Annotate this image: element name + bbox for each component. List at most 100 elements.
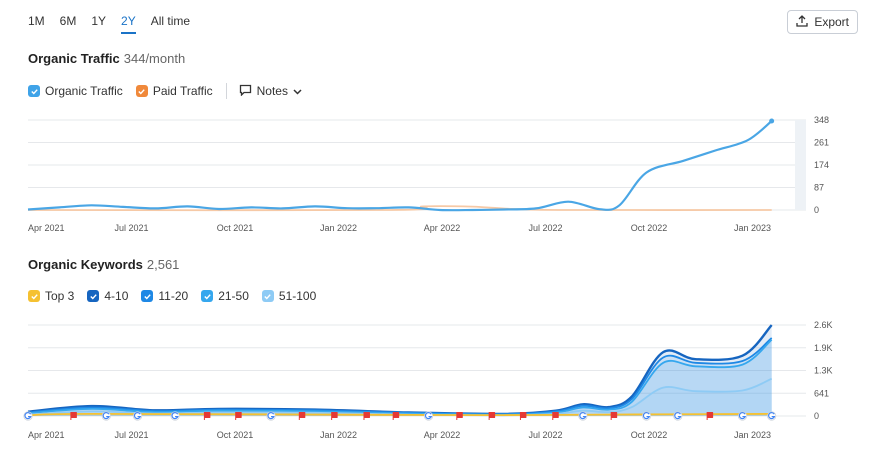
comment-icon [239,84,252,99]
range-6m[interactable]: 6M [59,14,77,28]
x-tick-label: Jul 2022 [528,223,562,233]
flag-note-icon [488,412,496,420]
chevron-down-icon [293,84,302,98]
series-line-21-50 [27,339,773,416]
legend-organic-traffic[interactable]: Organic Traffic [28,84,123,98]
legend-4-10[interactable]: 4-10 [87,289,128,303]
legend-4-10-label: 4-10 [104,289,129,303]
time-range-selector: 1M 6M 1Y 2Y All time [28,14,190,34]
flag-icon-body [489,412,496,418]
google-icon-g [642,412,651,420]
flag-note-icon [235,412,242,420]
notes-label: Notes [256,84,288,98]
flag-note-icon [363,412,370,420]
checkbox-checked-icon [261,290,274,302]
flag-note-icon [552,412,559,420]
x-tick-label: Oct 2021 [217,430,254,440]
google-icon-g [768,412,776,420]
series-area-21-50 [28,339,772,416]
google-icon-g [674,412,682,420]
range-2y[interactable]: 2Y [121,14,136,34]
legend-paid-traffic[interactable]: Paid Traffic [135,84,213,98]
x-tick-label: Jul 2021 [114,430,148,440]
legend-51-100-label: 51-100 [278,289,317,303]
flag-note-icon [203,412,211,420]
google-update-icon [23,411,33,421]
flag-icon-body [707,412,714,418]
checkbox-checked-icon [135,85,148,97]
y-tick-label: 0 [814,205,819,215]
legend-11-20[interactable]: 11-20 [141,289,188,303]
flag-note-icon [392,412,400,420]
x-tick-label: Jan 2023 [734,430,771,440]
range-all-time[interactable]: All time [150,14,191,28]
google-update-icon [170,411,180,421]
x-tick-label: Oct 2021 [217,223,254,233]
traffic-legend: Organic Traffic Paid Traffic Notes [28,83,302,99]
x-tick-label: Jan 2022 [320,223,357,233]
google-update-icon [132,411,143,421]
google-icon-g [424,412,433,420]
google-update-icon [578,411,588,421]
google-icon-g [171,412,179,420]
google-update-icon [266,411,276,421]
flag-icon-body [331,412,338,418]
organic-keywords-heading: Organic Keywords [28,257,143,272]
legend-paid-traffic-label: Paid Traffic [152,84,213,98]
y-tick-label: 1.3K [814,366,833,376]
x-tick-label: Apr 2021 [28,223,65,233]
legend-top-3[interactable]: Top 3 [28,289,74,303]
google-update-icon [641,411,652,421]
y-tick-label: 261 [814,138,829,148]
checkbox-checked-icon [28,290,40,302]
range-1m[interactable]: 1M [28,14,45,28]
organic-keywords-chart: 2.6K 1.9K 1.3K 641 0 Apr 2021 Jul 2021 Oct 2021… [23,320,833,440]
google-icon-g [24,412,32,420]
google-icon-g [133,412,142,420]
google-update-icon [423,411,434,421]
flag-icon-body [363,412,370,418]
y-tick-label: 2.6K [814,320,833,330]
legend-organic-traffic-label: Organic Traffic [45,84,123,98]
x-tick-label: Oct 2022 [631,430,668,440]
flag-note-icon [456,412,463,420]
legend-top-3-label: Top 3 [45,289,75,303]
flag-note-icon [706,412,714,420]
upload-icon [796,14,808,30]
flag-icon-body [456,412,463,418]
google-icon-g [579,412,587,420]
legend-51-100[interactable]: 51-100 [261,289,317,303]
organic-keywords-value: 2,561 [146,257,180,272]
keywords-legend: Top 3 4-10 11-20 21-50 51-100 [28,289,329,303]
checkbox-checked-icon [141,290,154,302]
x-tick-label: Jul 2022 [528,430,562,440]
y-tick-label: 87 [814,183,824,193]
flag-note-icon [70,412,77,420]
y-tick-label: 174 [814,160,829,170]
data-point-last [769,118,775,124]
google-icon-g [267,412,275,420]
flag-icon-body [611,412,618,418]
notes-dropdown[interactable]: Notes [239,84,302,99]
legend-divider [225,83,227,99]
x-tick-label: Oct 2022 [631,223,668,233]
google-update-icon [767,411,777,421]
flag-icon-body [70,412,77,418]
x-tick-label: Apr 2022 [424,223,461,233]
legend-11-20-label: 11-20 [158,289,189,303]
range-1y[interactable]: 1Y [91,14,107,28]
flag-note-icon [298,412,306,420]
series-line-paid-traffic [27,205,772,212]
y-tick-label: 641 [814,388,829,398]
google-icon-g [738,412,747,420]
checkbox-checked-icon [28,85,40,97]
flag-icon-body [235,412,242,418]
google-icon-g [102,412,110,420]
flag-icon-body [299,412,306,418]
legend-21-50[interactable]: 21-50 [201,289,249,303]
x-tick-label: Apr 2022 [424,430,461,440]
y-tick-label: 1.9K [814,343,833,353]
series-line-organic-traffic [27,120,773,212]
export-button[interactable]: Export [787,10,858,34]
flag-icon-body [552,412,559,418]
